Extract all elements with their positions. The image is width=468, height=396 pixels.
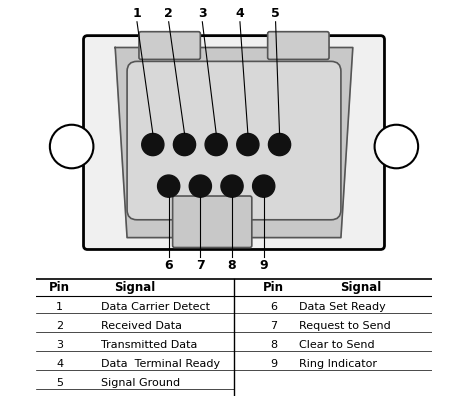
Text: Signal Ground: Signal Ground <box>102 378 181 388</box>
Text: 3: 3 <box>198 8 207 20</box>
Circle shape <box>189 175 212 197</box>
Text: Pin: Pin <box>263 281 284 294</box>
Circle shape <box>269 133 291 156</box>
Text: 7: 7 <box>196 259 205 272</box>
Text: 9: 9 <box>259 259 268 272</box>
Circle shape <box>374 125 418 168</box>
Text: Request to Send: Request to Send <box>300 321 391 331</box>
Text: 2: 2 <box>164 8 173 20</box>
Polygon shape <box>115 48 353 238</box>
Text: Data Set Ready: Data Set Ready <box>300 302 386 312</box>
Text: 2: 2 <box>56 321 63 331</box>
Text: Ring Indicator: Ring Indicator <box>300 359 377 369</box>
Circle shape <box>205 133 227 156</box>
Text: Signal: Signal <box>340 281 381 294</box>
Text: 9: 9 <box>270 359 277 369</box>
Text: Signal: Signal <box>114 281 156 294</box>
Circle shape <box>221 175 243 197</box>
Text: Data Carrier Detect: Data Carrier Detect <box>102 302 210 312</box>
Circle shape <box>174 133 196 156</box>
Text: Data  Terminal Ready: Data Terminal Ready <box>102 359 220 369</box>
Circle shape <box>237 133 259 156</box>
FancyBboxPatch shape <box>139 32 200 59</box>
Text: 5: 5 <box>271 8 280 20</box>
FancyBboxPatch shape <box>127 61 341 220</box>
Text: 7: 7 <box>270 321 277 331</box>
Circle shape <box>142 133 164 156</box>
Text: 5: 5 <box>56 378 63 388</box>
FancyBboxPatch shape <box>173 196 252 248</box>
Text: Received Data: Received Data <box>102 321 183 331</box>
Circle shape <box>158 175 180 197</box>
Text: 8: 8 <box>270 340 277 350</box>
Text: 4: 4 <box>56 359 63 369</box>
Text: Pin: Pin <box>49 281 70 294</box>
Text: Clear to Send: Clear to Send <box>300 340 375 350</box>
FancyBboxPatch shape <box>83 36 385 249</box>
Text: 4: 4 <box>235 8 244 20</box>
Text: 6: 6 <box>164 259 173 272</box>
Text: Transmitted Data: Transmitted Data <box>102 340 197 350</box>
FancyBboxPatch shape <box>268 32 329 59</box>
Circle shape <box>50 125 94 168</box>
Text: 1: 1 <box>56 302 63 312</box>
Text: 8: 8 <box>228 259 236 272</box>
Text: 1: 1 <box>132 8 141 20</box>
Text: 3: 3 <box>56 340 63 350</box>
Text: 6: 6 <box>270 302 277 312</box>
Circle shape <box>253 175 275 197</box>
